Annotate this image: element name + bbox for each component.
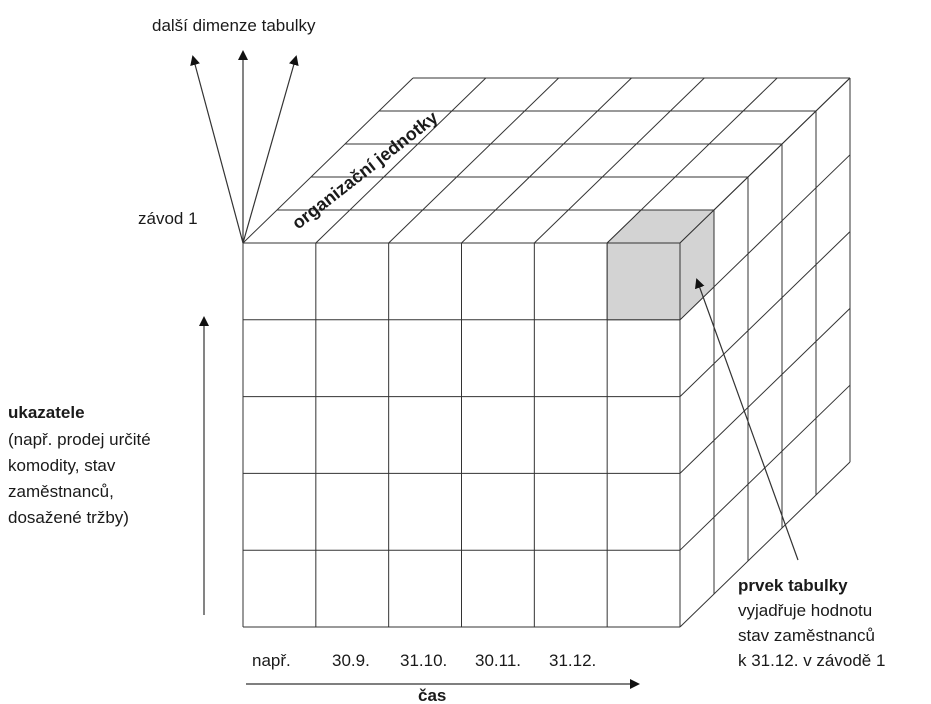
- highlighted-cell-side: [679, 208, 715, 321]
- time-tick: 31.12.: [549, 651, 596, 670]
- time-axis-label: čas: [418, 686, 446, 704]
- cell-desc-line-3: k 31.12. v závodě 1: [738, 651, 885, 670]
- dimension-arrows: [190, 50, 299, 244]
- top-grid-line: [242, 77, 414, 244]
- top-grid-line: [461, 77, 632, 244]
- indicators-desc-line-1: (např. prodej určité: [8, 430, 151, 449]
- dimension-arrow-left: [190, 55, 244, 244]
- time-tick: 30.11.: [475, 651, 521, 670]
- dimensions-label: další dimenze tabulky: [152, 16, 316, 35]
- cell-title: prvek tabulky: [738, 576, 848, 595]
- top-grid-line: [315, 77, 487, 244]
- indicators-desc-line-3: zaměstnanců,: [8, 482, 114, 501]
- time-tick: 31.10.: [400, 651, 447, 670]
- side-grid-line: [679, 308, 851, 474]
- dimension-arrow-right: [242, 55, 299, 244]
- time-tick: 30.9.: [332, 651, 370, 670]
- highlighted-cell-front: [606, 242, 681, 321]
- cell-desc-line-1: vyjadřuje hodnotu: [738, 601, 872, 620]
- cell-desc-line-2: stav zaměstnanců: [738, 626, 875, 645]
- indicators-desc-line-2: komodity, stav: [8, 456, 116, 475]
- top-grid-line: [388, 77, 560, 244]
- highlighted-cell: [605, 208, 716, 321]
- top-grid-line: [533, 77, 705, 244]
- plant-label: závod 1: [138, 209, 198, 228]
- time-tick: např.: [252, 651, 291, 670]
- indicators-desc-line-4: dosažené tržby): [8, 508, 129, 527]
- cell-pointer-arrow: [695, 278, 799, 561]
- cube-grid: [242, 77, 851, 628]
- indicators-title: ukazatele: [8, 403, 85, 422]
- time-ticks: např. 30.9. 31.10. 30.11. 31.12.: [252, 651, 596, 670]
- side-grid-line: [679, 461, 851, 628]
- side-grid-line: [679, 231, 851, 397]
